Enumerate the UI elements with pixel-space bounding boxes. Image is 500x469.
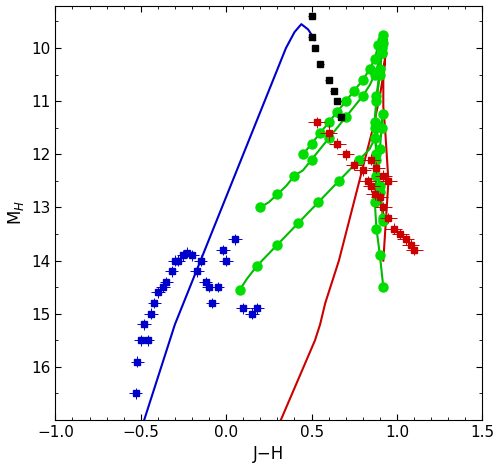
Y-axis label: M$_H$: M$_H$: [6, 200, 25, 225]
X-axis label: J−H: J−H: [253, 446, 284, 463]
